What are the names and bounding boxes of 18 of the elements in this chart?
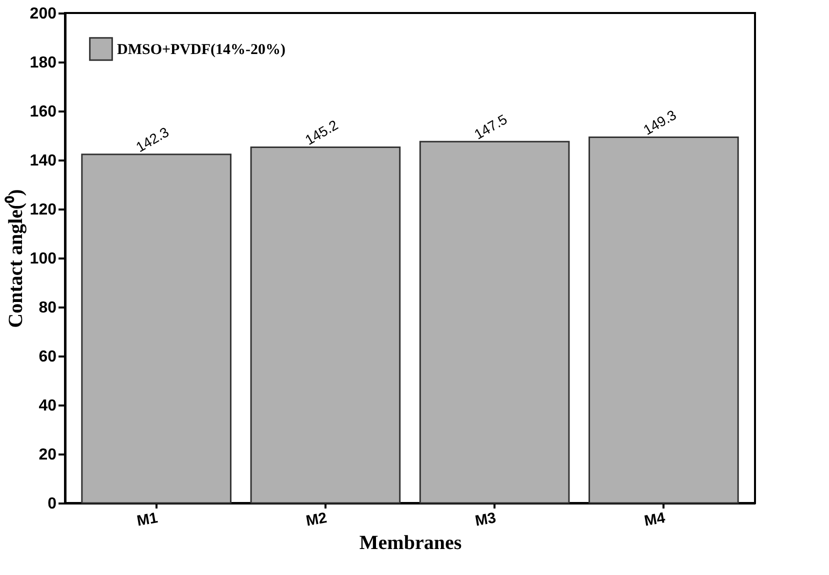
y-tick-label: 180	[30, 54, 57, 72]
y-tick-label: 60	[38, 348, 57, 366]
x-tick-label: M1	[136, 510, 160, 530]
y-tick-label: 120	[30, 202, 57, 218]
y-tick-label: 200	[30, 6, 57, 22]
x-axis-title: Membranes	[359, 532, 462, 554]
y-tick-label: 20	[38, 446, 57, 464]
y-tick-label: 80	[38, 300, 57, 316]
x-tick-label: M4	[642, 509, 668, 530]
y-tick-label: 140	[30, 152, 57, 170]
y-tick-label: 100	[30, 250, 57, 268]
y-tick-label: 40	[38, 398, 57, 414]
legend-label: DMSO+PVDF(14%-20%)	[117, 42, 286, 58]
x-tick-label: M3	[474, 510, 498, 530]
y-axis-title: Contact angle(⁰)	[4, 189, 27, 328]
y-tick-label: 160	[30, 104, 57, 120]
x-tick-label: M2	[304, 510, 328, 530]
y-tick-label: 0	[48, 496, 57, 512]
